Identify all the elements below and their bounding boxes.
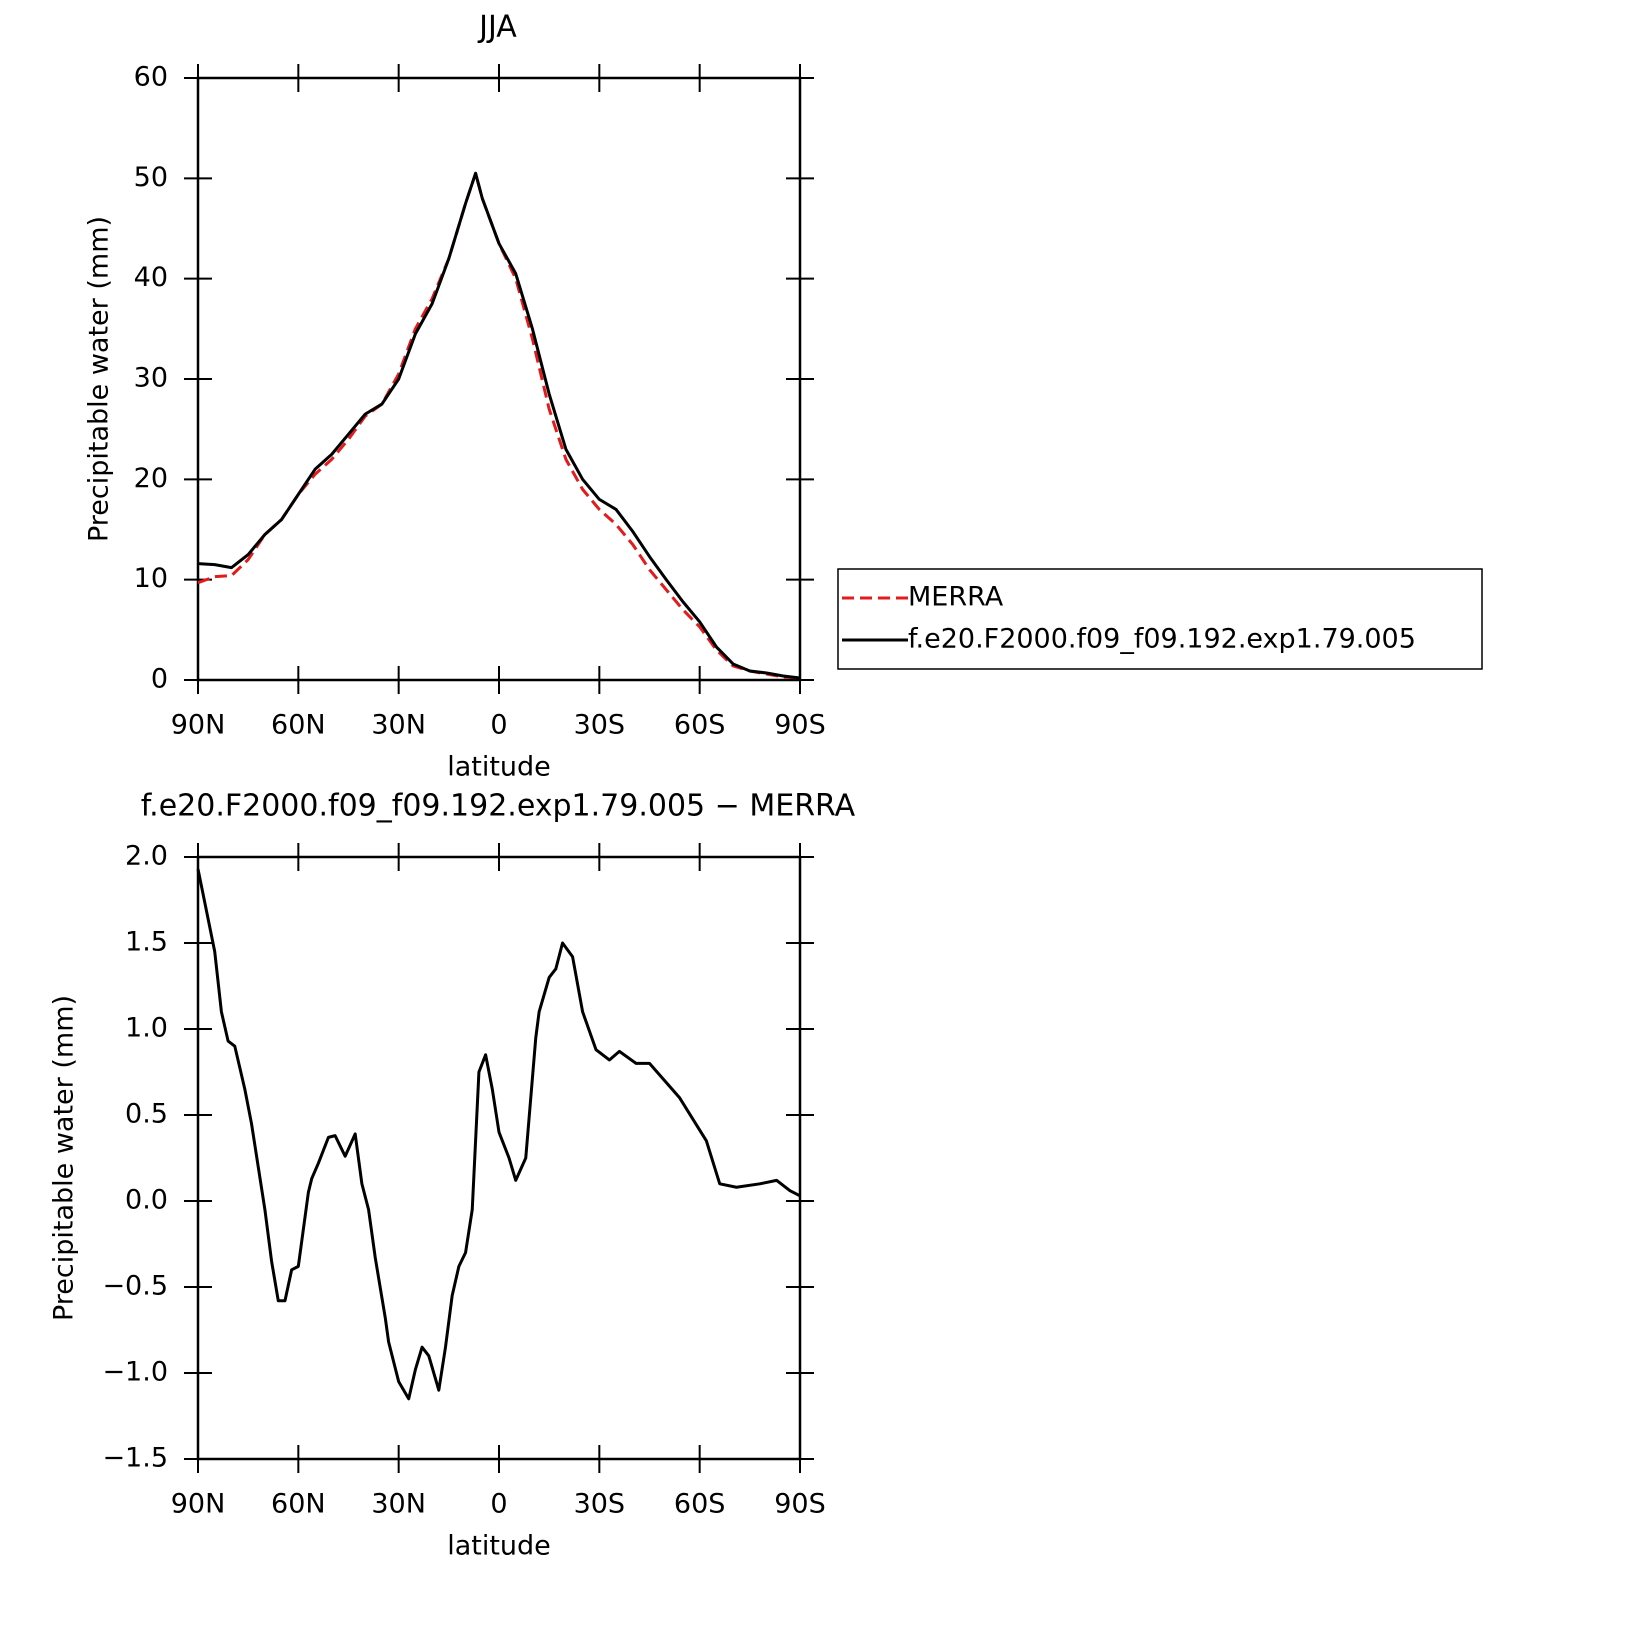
legend-label: f.e20.F2000.f09_f09.192.exp1.79.005: [908, 624, 1416, 655]
chart-title: JJA: [477, 10, 517, 45]
x-tick-label: 60S: [674, 1489, 726, 1520]
x-axis-label: latitude: [447, 1531, 551, 1562]
plot-frame: [196, 855, 802, 1461]
x-tick-label: 0: [490, 1489, 507, 1520]
x-tick-label: 60N: [271, 710, 326, 741]
y-tick-label: 0.5: [125, 1099, 168, 1130]
y-axis-label: Precipitable water (mm): [84, 216, 115, 542]
chart-title: f.e20.F2000.f09_f09.192.exp1.79.005 − ME…: [141, 789, 856, 824]
y-tick-label: 1.5: [125, 927, 168, 958]
y-tick-label: −1.5: [102, 1443, 168, 1474]
y-tick-label: 50: [134, 162, 168, 193]
y-tick-label: 40: [134, 262, 168, 293]
line-series: [196, 868, 801, 1401]
x-tick-label: 90N: [171, 710, 226, 741]
y-tick-label: 0.0: [125, 1185, 168, 1216]
legend-label: MERRA: [908, 582, 1004, 613]
x-tick-label: 60S: [674, 710, 726, 741]
y-axis-label: Precipitable water (mm): [49, 995, 80, 1321]
y-tick-label: 60: [134, 62, 168, 93]
x-tick-label: 0: [490, 710, 507, 741]
x-tick-label: 30N: [371, 1489, 426, 1520]
plot-frame: [196, 76, 802, 682]
y-tick-label: 10: [134, 563, 168, 594]
line-series: [197, 171, 801, 680]
x-tick-label: 30S: [574, 1489, 626, 1520]
y-tick-label: 2.0: [125, 841, 168, 872]
y-tick-label: −0.5: [102, 1271, 168, 1302]
x-tick-label: 90S: [774, 1489, 826, 1520]
y-tick-label: 1.0: [125, 1013, 168, 1044]
x-tick-label: 60N: [271, 1489, 326, 1520]
x-tick-label: 90S: [774, 710, 826, 741]
x-tick-label: 30S: [574, 710, 626, 741]
x-tick-label: 30N: [371, 710, 426, 741]
x-tick-label: 90N: [171, 1489, 226, 1520]
y-tick-label: 20: [134, 463, 168, 494]
y-tick-label: 30: [134, 363, 168, 394]
y-tick-label: 0: [151, 664, 168, 695]
line-series: [197, 171, 801, 680]
x-axis-label: latitude: [447, 752, 551, 783]
y-tick-label: −1.0: [102, 1357, 168, 1388]
legend-box: [837, 568, 1483, 670]
